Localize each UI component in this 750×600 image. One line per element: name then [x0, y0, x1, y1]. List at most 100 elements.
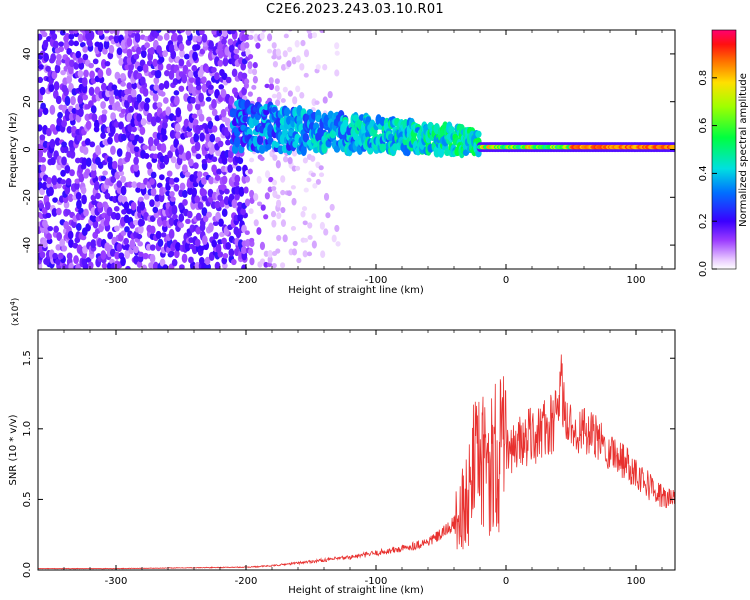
spectrogram-cell: [162, 219, 168, 228]
spectrogram-cell: [318, 172, 325, 178]
spectrogram-cell: [60, 70, 66, 76]
spectrogram-cell: [42, 107, 49, 116]
spectrogram-cell: [90, 239, 97, 249]
spectrogram-cell: [91, 113, 98, 122]
spectrogram-cell: [128, 105, 135, 113]
spectrogram-cell: [101, 109, 108, 115]
spectrogram-cell: [113, 133, 120, 143]
spectrogram-cell: [227, 38, 234, 46]
spectrogram-cell: [131, 82, 138, 90]
spectrogram-cell: [192, 51, 198, 61]
spectrogram-cell: [670, 144, 675, 150]
spectrogram-cell: [73, 255, 79, 264]
spectrogram-cell: [66, 252, 73, 260]
spectrogram-cell: [231, 68, 238, 78]
spectrogram-cell: [169, 177, 175, 185]
spectrogram-cell: [253, 193, 259, 201]
spectrogram-cell: [136, 113, 142, 122]
spectrogram-cell: [38, 124, 43, 132]
spectrogram-cell: [175, 241, 181, 252]
spectrogram-cell: [52, 197, 58, 203]
spectrogram-cell: [97, 30, 104, 36]
spectrogram-cell: [120, 256, 126, 267]
spectrogram-cell: [218, 84, 225, 90]
spectrogram-cell: [201, 207, 208, 216]
spectrogram-cell: [333, 145, 341, 153]
spectrogram-cell: [61, 141, 67, 148]
spectrogram-cell: [211, 156, 218, 163]
spectrogram-cell: [41, 219, 48, 228]
spectrogram-cell: [160, 143, 167, 154]
spectrogram-cell: [230, 258, 237, 266]
spectrogram-cell: [136, 72, 143, 80]
spectrogram-cell: [158, 56, 165, 63]
spectrogram-cell: [120, 108, 127, 114]
spectrogram-ytick-label: 40: [22, 48, 33, 61]
spectrogram-cell: [178, 202, 184, 211]
spectrogram-cell: [148, 136, 154, 147]
spectrogram-cell: [296, 257, 302, 264]
spectrogram-cell: [76, 133, 83, 142]
spectrogram-cell: [68, 39, 75, 47]
spectrogram-cell: [334, 50, 340, 56]
spectrogram-cell: [302, 220, 308, 226]
spectrogram-cell: [264, 83, 270, 89]
spectrogram-cell: [252, 75, 258, 84]
spectrogram-cell: [106, 244, 113, 250]
spectrogram-cell: [247, 61, 253, 70]
spectrogram-cell: [215, 243, 222, 254]
spectrogram-cell: [130, 201, 137, 211]
spectrogram-cell: [222, 30, 228, 38]
spectrogram-cell: [253, 33, 259, 42]
spectrogram-cell: [173, 249, 180, 259]
spectrogram-cell: [173, 95, 180, 106]
spectrogram-cell: [325, 212, 331, 219]
spectrogram-cell: [50, 156, 56, 166]
spectrogram-cell: [195, 153, 202, 160]
spectrogram-cell: [152, 131, 159, 139]
spectrogram-cell: [256, 227, 262, 235]
spectrogram-ytick-label: -20: [22, 189, 33, 205]
spectrogram-ytick-label: -40: [22, 237, 33, 253]
spectrogram-cell: [46, 127, 52, 137]
spectrogram-cell: [244, 78, 250, 85]
spectrogram-cell: [120, 175, 126, 183]
spectrogram-cell: [152, 206, 159, 214]
spectrogram-cell: [241, 86, 247, 96]
spectrogram-cell: [150, 116, 157, 127]
spectrogram-cell: [170, 156, 177, 164]
spectrogram-cell: [162, 97, 169, 104]
spectrogram-cell: [114, 212, 121, 221]
spectrogram-cell: [245, 238, 251, 248]
spectrogram-cell: [206, 211, 212, 218]
spectrogram-cell: [38, 202, 45, 209]
spectrogram-cell: [274, 78, 280, 85]
spectrogram-cell: [294, 40, 300, 48]
spectrogram-cell: [282, 234, 288, 243]
spectrogram-cell: [233, 226, 240, 236]
spectrogram-cell: [85, 257, 92, 263]
spectrogram-cell: [95, 144, 101, 155]
spectrogram-xtick-label: 0: [503, 275, 509, 286]
spectrogram-cell: [271, 219, 277, 228]
spectrogram-cell: [244, 198, 251, 207]
spectrogram-cell: [280, 219, 287, 228]
spectrogram-cell: [221, 175, 228, 185]
spectrogram-cell: [87, 40, 93, 47]
spectrogram-cell: [249, 30, 255, 34]
spectrogram-cell: [191, 187, 198, 197]
spectrogram-cell: [276, 234, 282, 242]
spectrogram-cell: [113, 206, 120, 212]
spectrogram-cell: [113, 33, 120, 44]
spectrogram-cell: [267, 48, 273, 54]
spectrogram-cell: [78, 61, 85, 70]
spectrogram-cell: [100, 82, 107, 92]
spectrogram-cell: [123, 237, 129, 245]
spectrogram-cell: [152, 93, 159, 102]
spectrogram-cell: [287, 157, 293, 165]
spectrogram-cell: [275, 194, 281, 199]
spectrogram-cell: [178, 213, 185, 222]
spectrogram-cell: [199, 132, 205, 142]
spectrogram-cell: [156, 101, 163, 108]
spectrogram-cell: [120, 81, 126, 87]
